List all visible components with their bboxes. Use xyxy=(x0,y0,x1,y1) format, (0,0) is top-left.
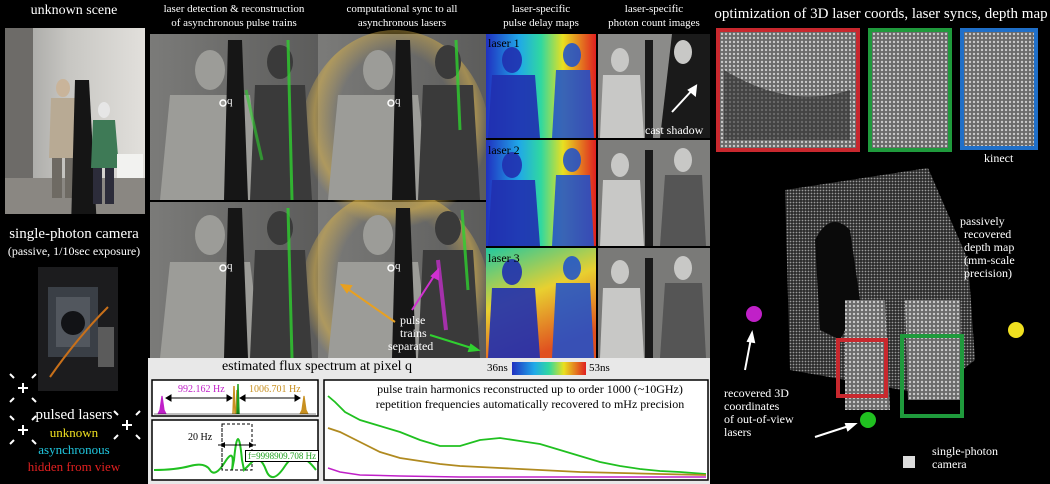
sync-title-1: computational sync to all xyxy=(346,3,458,15)
depth-label-4: (mm-scale xyxy=(964,253,1015,267)
coords-label-1: recovered 3D xyxy=(724,386,789,400)
scene-photo xyxy=(5,28,145,214)
count-title-1: laser-specific xyxy=(624,3,684,15)
q-label-3: q xyxy=(395,95,401,107)
middle-header xyxy=(148,0,710,34)
laser-icons xyxy=(9,373,141,445)
count-title-2: photon count images xyxy=(608,17,700,29)
q-label-2: q xyxy=(227,260,233,272)
camera-marker xyxy=(903,456,915,468)
coords-label-2: coordinates xyxy=(724,399,780,413)
harmonics-magenta xyxy=(327,467,706,478)
crop-blue xyxy=(960,28,1038,150)
spectrum-peak-f2 xyxy=(299,395,309,415)
depth-label-3: depth map xyxy=(964,240,1015,254)
spc-label-2: camera xyxy=(932,457,967,471)
depth-label-1: passively xyxy=(960,214,1005,228)
spectrum-peak-f1 xyxy=(157,395,167,415)
sync-title-2: asynchronous lasers xyxy=(357,17,447,29)
legend-hidden: hidden from view xyxy=(27,459,121,474)
scene-sketch xyxy=(5,28,145,214)
crop-green xyxy=(868,28,952,152)
freq-f1-label: 992.162 Hz xyxy=(178,384,225,395)
laser-sphere-yellow xyxy=(1008,322,1024,338)
spectrum-note-1: pulse train harmonics reconstructed up t… xyxy=(377,382,683,396)
cast-shadow-label: cast shadow xyxy=(645,123,704,137)
box-green xyxy=(900,334,964,418)
legend-unknown: unknown xyxy=(49,425,99,440)
colorbar-min: 36ns xyxy=(487,362,508,374)
coords-label-4: lasers xyxy=(724,425,752,439)
legend-asynchronous: asynchronous xyxy=(38,442,110,457)
pulse-label-2: trains xyxy=(400,326,427,340)
depth-label-2: recovered xyxy=(964,227,1012,241)
freq-f2-label: 1006.701 Hz xyxy=(249,384,301,395)
depth-label-5: precision) xyxy=(964,266,1012,280)
pulse-label-1: pulse xyxy=(400,313,426,327)
lasers-title: pulsed lasers xyxy=(35,407,113,423)
colorbar-max: 53ns xyxy=(589,362,610,374)
box-red xyxy=(836,338,888,398)
detect-title-2: of asynchronous pulse trains xyxy=(171,17,297,29)
delay-title-1: laser-specific xyxy=(511,3,571,15)
scene-title: unknown scene xyxy=(30,3,118,18)
kinect-label: kinect xyxy=(984,151,1014,165)
camera-subtitle: (passive, 1/10sec exposure) xyxy=(7,244,141,258)
pulse-label-3: separated xyxy=(388,339,434,353)
coords-label-3: of out-of-view xyxy=(724,412,794,426)
delay-title-2: pulse delay maps xyxy=(503,17,579,29)
delta-label: 20 Hz xyxy=(188,432,213,443)
laser2-label: laser 2 xyxy=(488,143,520,157)
spectrum-title: estimated flux spectrum at pixel q xyxy=(221,359,413,374)
laser3-label: laser 3 xyxy=(488,251,520,265)
laser1-label: laser 1 xyxy=(488,36,520,50)
detect-title-1: laser detection & reconstruction xyxy=(163,3,305,15)
fq-label: f=9998909.708 Hz xyxy=(245,450,320,462)
laser-sphere-magenta xyxy=(746,306,762,322)
harmonics-orange xyxy=(327,427,707,476)
harmonics-green xyxy=(327,395,707,475)
q-label-1: q xyxy=(227,95,233,107)
camera-photo xyxy=(38,267,118,391)
camera-title: single-photon camera xyxy=(9,226,139,242)
spectrum-note-2: repetition frequencies automatically rec… xyxy=(375,397,685,411)
q-label-4: q xyxy=(395,260,401,272)
right-title: optimization of 3D laser coords, laser s… xyxy=(714,6,1048,22)
laser-sphere-green xyxy=(860,412,876,428)
spc-label-1: single-photon xyxy=(932,444,998,458)
